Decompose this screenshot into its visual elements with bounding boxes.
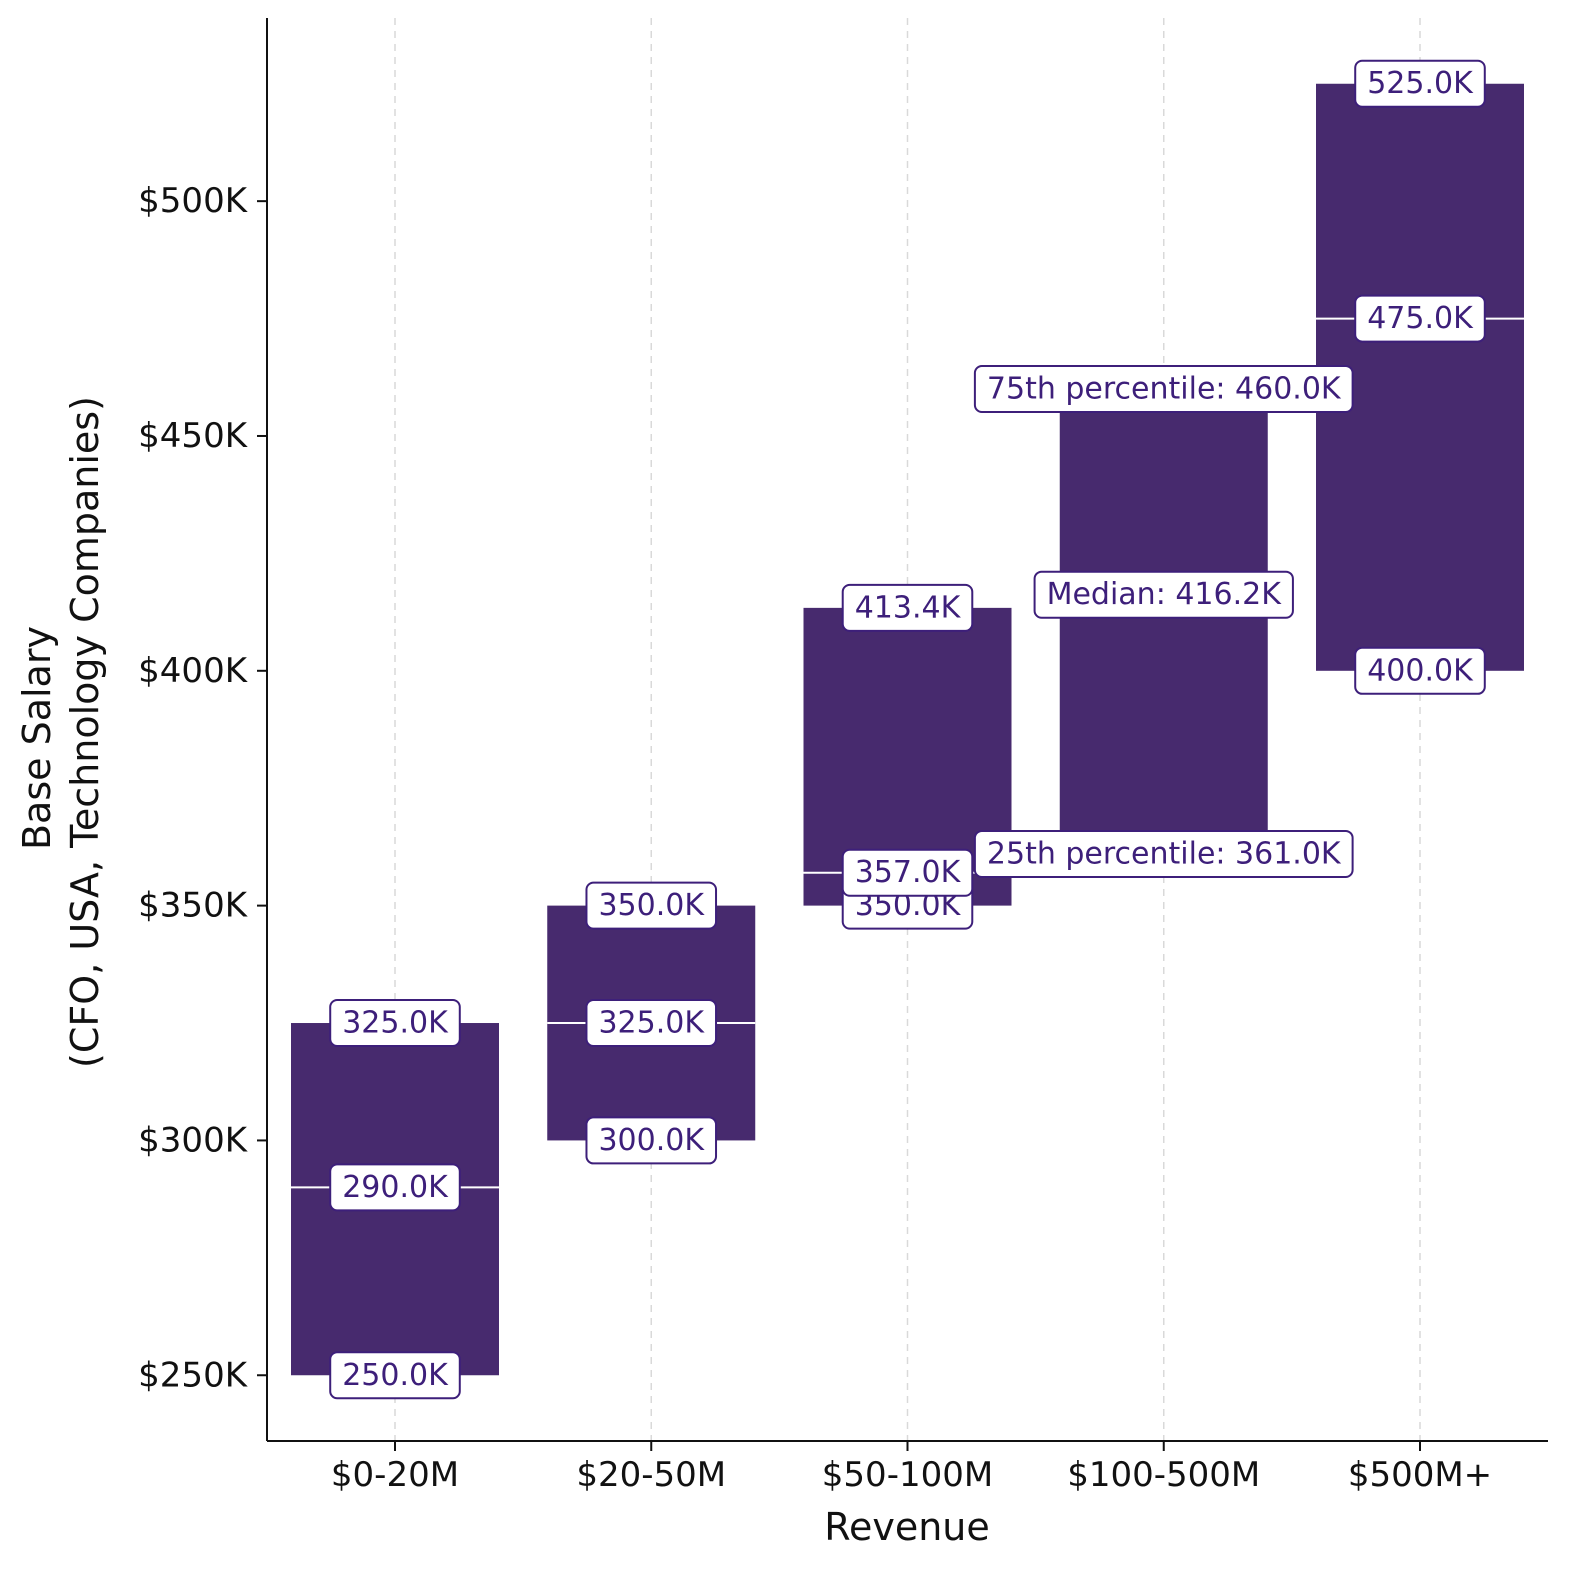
data-label: 325.0K [585, 999, 718, 1048]
y-ticks: $250K $300K $350K $400K $450K $500K [138, 181, 267, 1395]
y-tick-label: $300K [138, 1120, 249, 1160]
data-label-box [973, 365, 1354, 414]
data-label-box [329, 1351, 461, 1400]
data-label: 413.4K [841, 583, 974, 632]
data-label: 400.0K [1354, 646, 1486, 695]
data-label-text: 25th percentile: 361.0K [987, 836, 1342, 871]
data-label-text: 325.0K [342, 1006, 449, 1041]
x-tick-label: $100-500M [1067, 1455, 1260, 1495]
data-label-box [585, 1116, 718, 1165]
data-label: 75th percentile: 460.0K [973, 365, 1354, 414]
y-tick-label: $450K [138, 416, 249, 456]
data-label: 290.0K [329, 1163, 461, 1212]
y-tick-label: $400K [138, 651, 249, 691]
data-label-text: 350.0K [598, 888, 705, 923]
y-tick-label: $250K [138, 1355, 249, 1395]
y-axis-title: Base Salary (CFO, USA, Technology Compan… [15, 396, 107, 1068]
data-label-text: 300.0K [598, 1123, 705, 1158]
data-label: Median: 416.2K [1033, 570, 1294, 619]
data-label-text: 75th percentile: 460.0K [987, 372, 1342, 407]
data-label-text: 400.0K [1367, 653, 1474, 688]
data-label-text: 250.0K [342, 1358, 449, 1393]
x-tick-label: $0-20M [331, 1455, 459, 1495]
data-label-text: 475.0K [1367, 301, 1474, 336]
data-label-text: Median: 416.2K [1047, 577, 1283, 612]
data-label-text: 525.0K [1367, 66, 1474, 101]
data-label: 475.0K [1354, 294, 1486, 343]
data-label-text: 413.4K [855, 590, 962, 625]
data-label-box [973, 829, 1354, 878]
data-label: 350.0K [585, 881, 718, 930]
data-label: 357.0K [841, 848, 974, 897]
bars [291, 83, 1524, 1376]
x-tick-label: $20-50M [576, 1455, 726, 1495]
data-label-box [329, 999, 461, 1048]
x-tick-label: $500M+ [1348, 1455, 1492, 1495]
y-tick-label: $500K [138, 181, 249, 221]
data-label: 325.0K [329, 999, 461, 1048]
data-label-text: 290.0K [342, 1170, 449, 1205]
range-bar [1059, 389, 1268, 854]
data-label-box [841, 848, 974, 897]
y-axis-title-line-1: Base Salary [15, 626, 59, 850]
x-tick-label: $50-100M [822, 1455, 993, 1495]
data-label-text: 357.0K [855, 855, 962, 890]
data-label: 25th percentile: 361.0K [973, 829, 1354, 878]
data-label: 250.0K [329, 1351, 461, 1400]
x-axis-title: Revenue [824, 1505, 990, 1549]
data-label-box [1354, 646, 1486, 695]
data-label-box [841, 583, 974, 632]
y-tick-label: $350K [138, 886, 249, 926]
data-label-box [1354, 59, 1486, 108]
data-label-box [329, 1163, 461, 1212]
data-label-box [1354, 294, 1486, 343]
data-label: 525.0K [1354, 59, 1486, 108]
data-label-box [585, 881, 718, 930]
x-ticks: $0-20M $20-50M $50-100M $100-500M $500M+ [331, 1441, 1492, 1495]
data-label-box [585, 999, 718, 1048]
y-axis-title-line-2: (CFO, USA, Technology Companies) [63, 396, 107, 1068]
data-label: 300.0K [585, 1116, 718, 1165]
data-label-box [1033, 570, 1294, 619]
data-label-text: 325.0K [598, 1006, 705, 1041]
